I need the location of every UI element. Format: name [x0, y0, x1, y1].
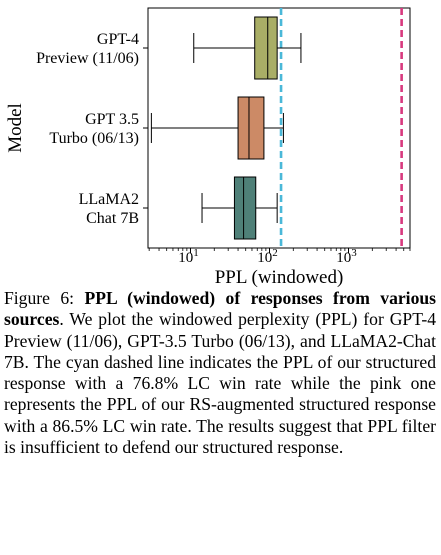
box-body-0 — [255, 17, 277, 79]
box-body-2 — [234, 177, 255, 239]
caption-body: . We plot the windowed perplexity (PPL) … — [4, 309, 436, 457]
boxplot-chart: 101 102 103 GPT-4 Preview (11/06) GPT 3.5 Tur… — [0, 0, 441, 290]
xtick-label-2: 103 — [336, 247, 357, 266]
category-label-2-1: Chat 7B — [86, 210, 139, 227]
category-label-2-0: LLaMA2 — [79, 191, 139, 208]
category-label-0-0: GPT-4 — [97, 31, 139, 48]
category-label-0-1: Preview (11/06) — [36, 50, 139, 67]
x-axis-title: PPL (windowed) — [215, 267, 344, 288]
box-body-1 — [238, 97, 264, 159]
figure-caption: Figure 6: PPL (windowed) of responses fr… — [4, 288, 436, 458]
category-label-1-1: Turbo (06/13) — [49, 130, 139, 147]
box-0 — [194, 17, 301, 79]
caption-prefix: Figure 6: — [4, 288, 84, 308]
category-label-1-0: GPT 3.5 — [85, 111, 139, 128]
xtick-label-0: 101 — [178, 247, 199, 266]
y-axis-title: Model — [5, 103, 26, 153]
box-1 — [151, 97, 283, 159]
xtick-label-1: 102 — [257, 247, 278, 266]
box-2 — [202, 177, 277, 239]
